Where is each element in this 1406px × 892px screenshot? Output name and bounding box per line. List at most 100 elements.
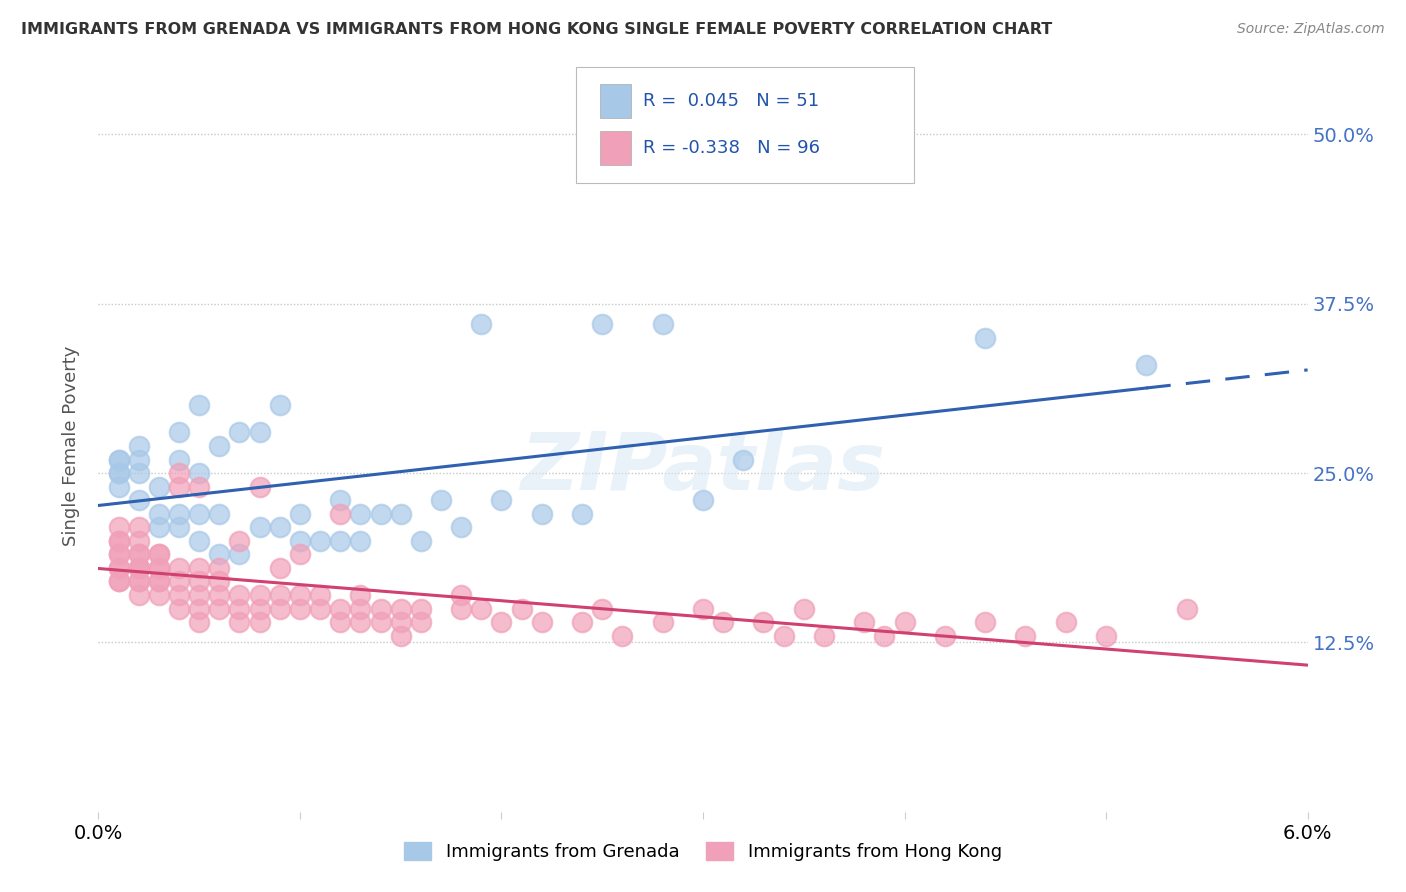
Point	[188, 601, 211, 615]
Point	[128, 547, 150, 561]
Point	[409, 615, 432, 629]
Point	[309, 601, 332, 615]
Point	[208, 561, 231, 575]
Point	[107, 533, 129, 548]
Y-axis label: Single Female Poverty: Single Female Poverty	[62, 346, 80, 546]
Point	[128, 547, 150, 561]
Point	[228, 533, 250, 548]
Point	[491, 493, 513, 508]
Point	[107, 520, 129, 534]
Point	[148, 480, 170, 494]
Point	[188, 480, 211, 494]
Point	[349, 601, 371, 615]
Point	[470, 317, 492, 331]
Point	[128, 561, 150, 575]
Point	[128, 439, 150, 453]
Point	[389, 629, 412, 643]
Point	[934, 629, 956, 643]
Point	[370, 601, 392, 615]
Point	[148, 561, 170, 575]
Point	[188, 561, 211, 575]
Point	[530, 507, 553, 521]
Point	[329, 507, 352, 521]
Point	[450, 520, 472, 534]
Point	[470, 601, 492, 615]
Point	[349, 507, 371, 521]
Point	[208, 439, 231, 453]
Point	[692, 493, 714, 508]
Point	[107, 466, 129, 480]
Point	[228, 601, 250, 615]
Point	[974, 615, 997, 629]
Point	[873, 629, 896, 643]
Point	[167, 520, 190, 534]
Point	[148, 561, 170, 575]
Point	[692, 601, 714, 615]
Point	[167, 452, 190, 467]
Point	[269, 561, 291, 575]
Point	[107, 547, 129, 561]
Point	[288, 601, 311, 615]
Point	[228, 547, 250, 561]
Point	[571, 507, 593, 521]
Point	[409, 601, 432, 615]
Point	[188, 533, 211, 548]
Point	[188, 507, 211, 521]
Point	[389, 601, 412, 615]
Point	[148, 574, 170, 589]
Point	[228, 425, 250, 440]
Point	[208, 601, 231, 615]
Point	[128, 588, 150, 602]
Point	[530, 615, 553, 629]
Point	[107, 574, 129, 589]
Point	[450, 601, 472, 615]
Text: Source: ZipAtlas.com: Source: ZipAtlas.com	[1237, 22, 1385, 37]
Point	[167, 588, 190, 602]
Point	[107, 561, 129, 575]
Point	[128, 533, 150, 548]
Point	[128, 561, 150, 575]
Point	[188, 588, 211, 602]
Point	[772, 629, 794, 643]
Point	[167, 601, 190, 615]
Point	[188, 615, 211, 629]
Point	[974, 331, 997, 345]
Point	[329, 533, 352, 548]
Point	[450, 588, 472, 602]
Point	[269, 601, 291, 615]
Point	[612, 629, 634, 643]
Point	[208, 574, 231, 589]
Text: R =  0.045   N = 51: R = 0.045 N = 51	[643, 93, 818, 111]
Point	[167, 425, 190, 440]
Point	[591, 601, 613, 615]
Point	[571, 615, 593, 629]
Point	[107, 466, 129, 480]
Point	[148, 574, 170, 589]
Point	[188, 574, 211, 589]
Point	[711, 615, 734, 629]
Text: IMMIGRANTS FROM GRENADA VS IMMIGRANTS FROM HONG KONG SINGLE FEMALE POVERTY CORRE: IMMIGRANTS FROM GRENADA VS IMMIGRANTS FR…	[21, 22, 1052, 37]
Point	[349, 615, 371, 629]
Point	[148, 520, 170, 534]
Point	[107, 533, 129, 548]
Point	[288, 588, 311, 602]
Point	[752, 615, 775, 629]
Text: ZIPatlas: ZIPatlas	[520, 429, 886, 507]
Point	[813, 629, 835, 643]
Point	[1095, 629, 1118, 643]
Point	[510, 601, 533, 615]
Point	[430, 493, 453, 508]
Point	[208, 588, 231, 602]
Point	[370, 615, 392, 629]
Point	[249, 425, 271, 440]
Point	[128, 452, 150, 467]
Point	[409, 533, 432, 548]
Point	[389, 507, 412, 521]
Point	[167, 561, 190, 575]
Point	[208, 507, 231, 521]
Point	[249, 615, 271, 629]
Point	[651, 615, 673, 629]
Point	[128, 574, 150, 589]
Point	[893, 615, 915, 629]
Point	[249, 601, 271, 615]
